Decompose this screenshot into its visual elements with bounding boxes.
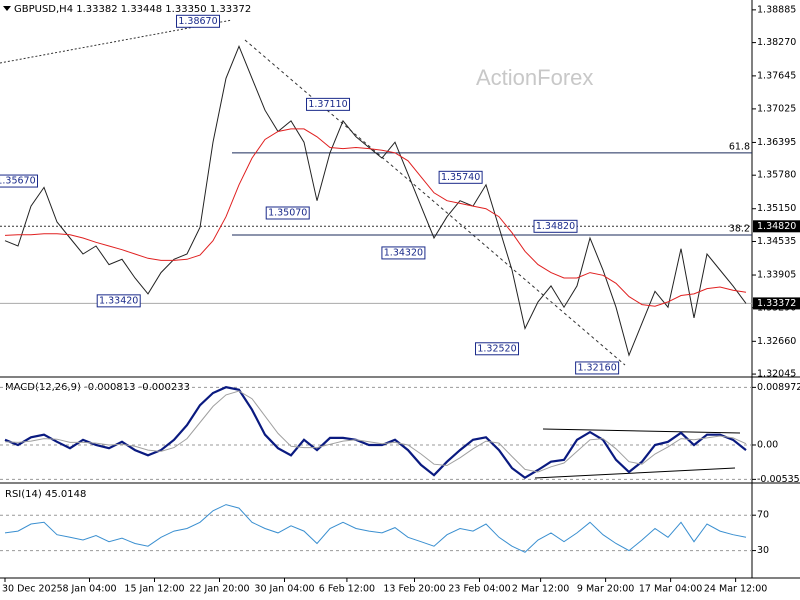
price-header: GBPUSD,H4 1.33382 1.33448 1.33350 1.3337…: [14, 4, 251, 15]
y-tick-label: 1.34535: [757, 236, 796, 247]
y-tick-label: -0.005356: [757, 474, 800, 485]
fib-label: 38.2: [729, 223, 750, 234]
x-tick-label: 22 Jan 20:00: [189, 584, 249, 595]
series-line: [4, 44, 747, 357]
x-tick-label: 9 Mar 20:00: [577, 584, 634, 595]
trend-line: [244, 39, 626, 366]
menu-arrow: [3, 6, 11, 11]
y-tick-label: 1.35780: [757, 170, 796, 181]
annotation-box: [0, 174, 39, 188]
x-tick-label: 23 Feb 04:00: [448, 584, 510, 595]
y-tick-label: 1.36395: [757, 137, 796, 148]
watermark: ActionForex: [476, 65, 593, 90]
x-tick-label: 8 Jan 04:00: [62, 584, 116, 595]
x-tick-label: 15 Jan 12:00: [124, 584, 184, 595]
x-tick-label: 30 Dec 2025: [2, 584, 63, 595]
y-tick-label: 1.35150: [757, 203, 796, 214]
y-tick-label: 1.32660: [757, 336, 796, 347]
annotation-label: 1.35670: [0, 176, 36, 187]
annotation-box: [381, 246, 426, 260]
annotation-label: 1.34320: [384, 247, 423, 258]
y-tick-label: 1.38885: [757, 4, 796, 15]
y-tick-label: 0.008972: [757, 382, 800, 393]
series-line: [4, 128, 747, 307]
annotation-label: 1.37110: [308, 99, 347, 110]
y-tick-label: 1.38270: [757, 37, 796, 48]
series-line: [4, 386, 747, 480]
price-marker-label: 1.34820: [757, 221, 796, 232]
x-tick-label: 17 Mar 04:00: [639, 584, 702, 595]
rsi-header: RSI(14) 45.0148: [5, 489, 86, 500]
x-tick-label: 6 Feb 12:00: [319, 584, 375, 595]
y-tick-label: 0.00: [757, 439, 778, 450]
annotation-label: 1.32160: [577, 362, 616, 373]
series-line: [4, 390, 747, 473]
x-tick-label: 24 Mar 12:00: [704, 584, 767, 595]
annotation-box: [438, 170, 483, 184]
trend-line: [534, 467, 736, 479]
price-marker-label: 1.33372: [757, 298, 796, 309]
annotation-label: 1.34820: [536, 221, 575, 232]
y-tick-label: 30: [757, 545, 769, 556]
y-tick-label: 1.33905: [757, 270, 796, 281]
y-tick-label: 1.37025: [757, 103, 796, 114]
x-tick-label: 30 Jan 04:00: [254, 584, 314, 595]
annotation-label: 1.38670: [178, 16, 217, 27]
annotation-box: [306, 97, 351, 111]
annotation-label: 1.35740: [441, 172, 480, 183]
annotation-box: [533, 219, 578, 233]
annotation-label: 1.33420: [99, 295, 138, 306]
annotation-label: 1.32520: [477, 343, 516, 354]
annotation-box: [96, 294, 141, 308]
price-marker-box: [753, 220, 800, 233]
annotation-box: [475, 342, 520, 356]
trend-line: [542, 428, 741, 434]
y-tick-label: 1.32045: [757, 369, 796, 380]
x-tick-label: 13 Feb 20:00: [383, 584, 445, 595]
annotation-box: [176, 14, 221, 28]
y-tick-label: 70: [757, 510, 769, 521]
series-line: [4, 504, 747, 553]
fib-label: 61.8: [729, 141, 750, 152]
annotation-label: 1.35070: [268, 207, 307, 218]
annotation-box: [575, 361, 620, 375]
annotation-box: [265, 206, 310, 220]
price-marker-box: [753, 297, 800, 310]
y-tick-label: 1.37645: [757, 70, 796, 81]
x-tick-label: 2 Mar 12:00: [512, 584, 569, 595]
